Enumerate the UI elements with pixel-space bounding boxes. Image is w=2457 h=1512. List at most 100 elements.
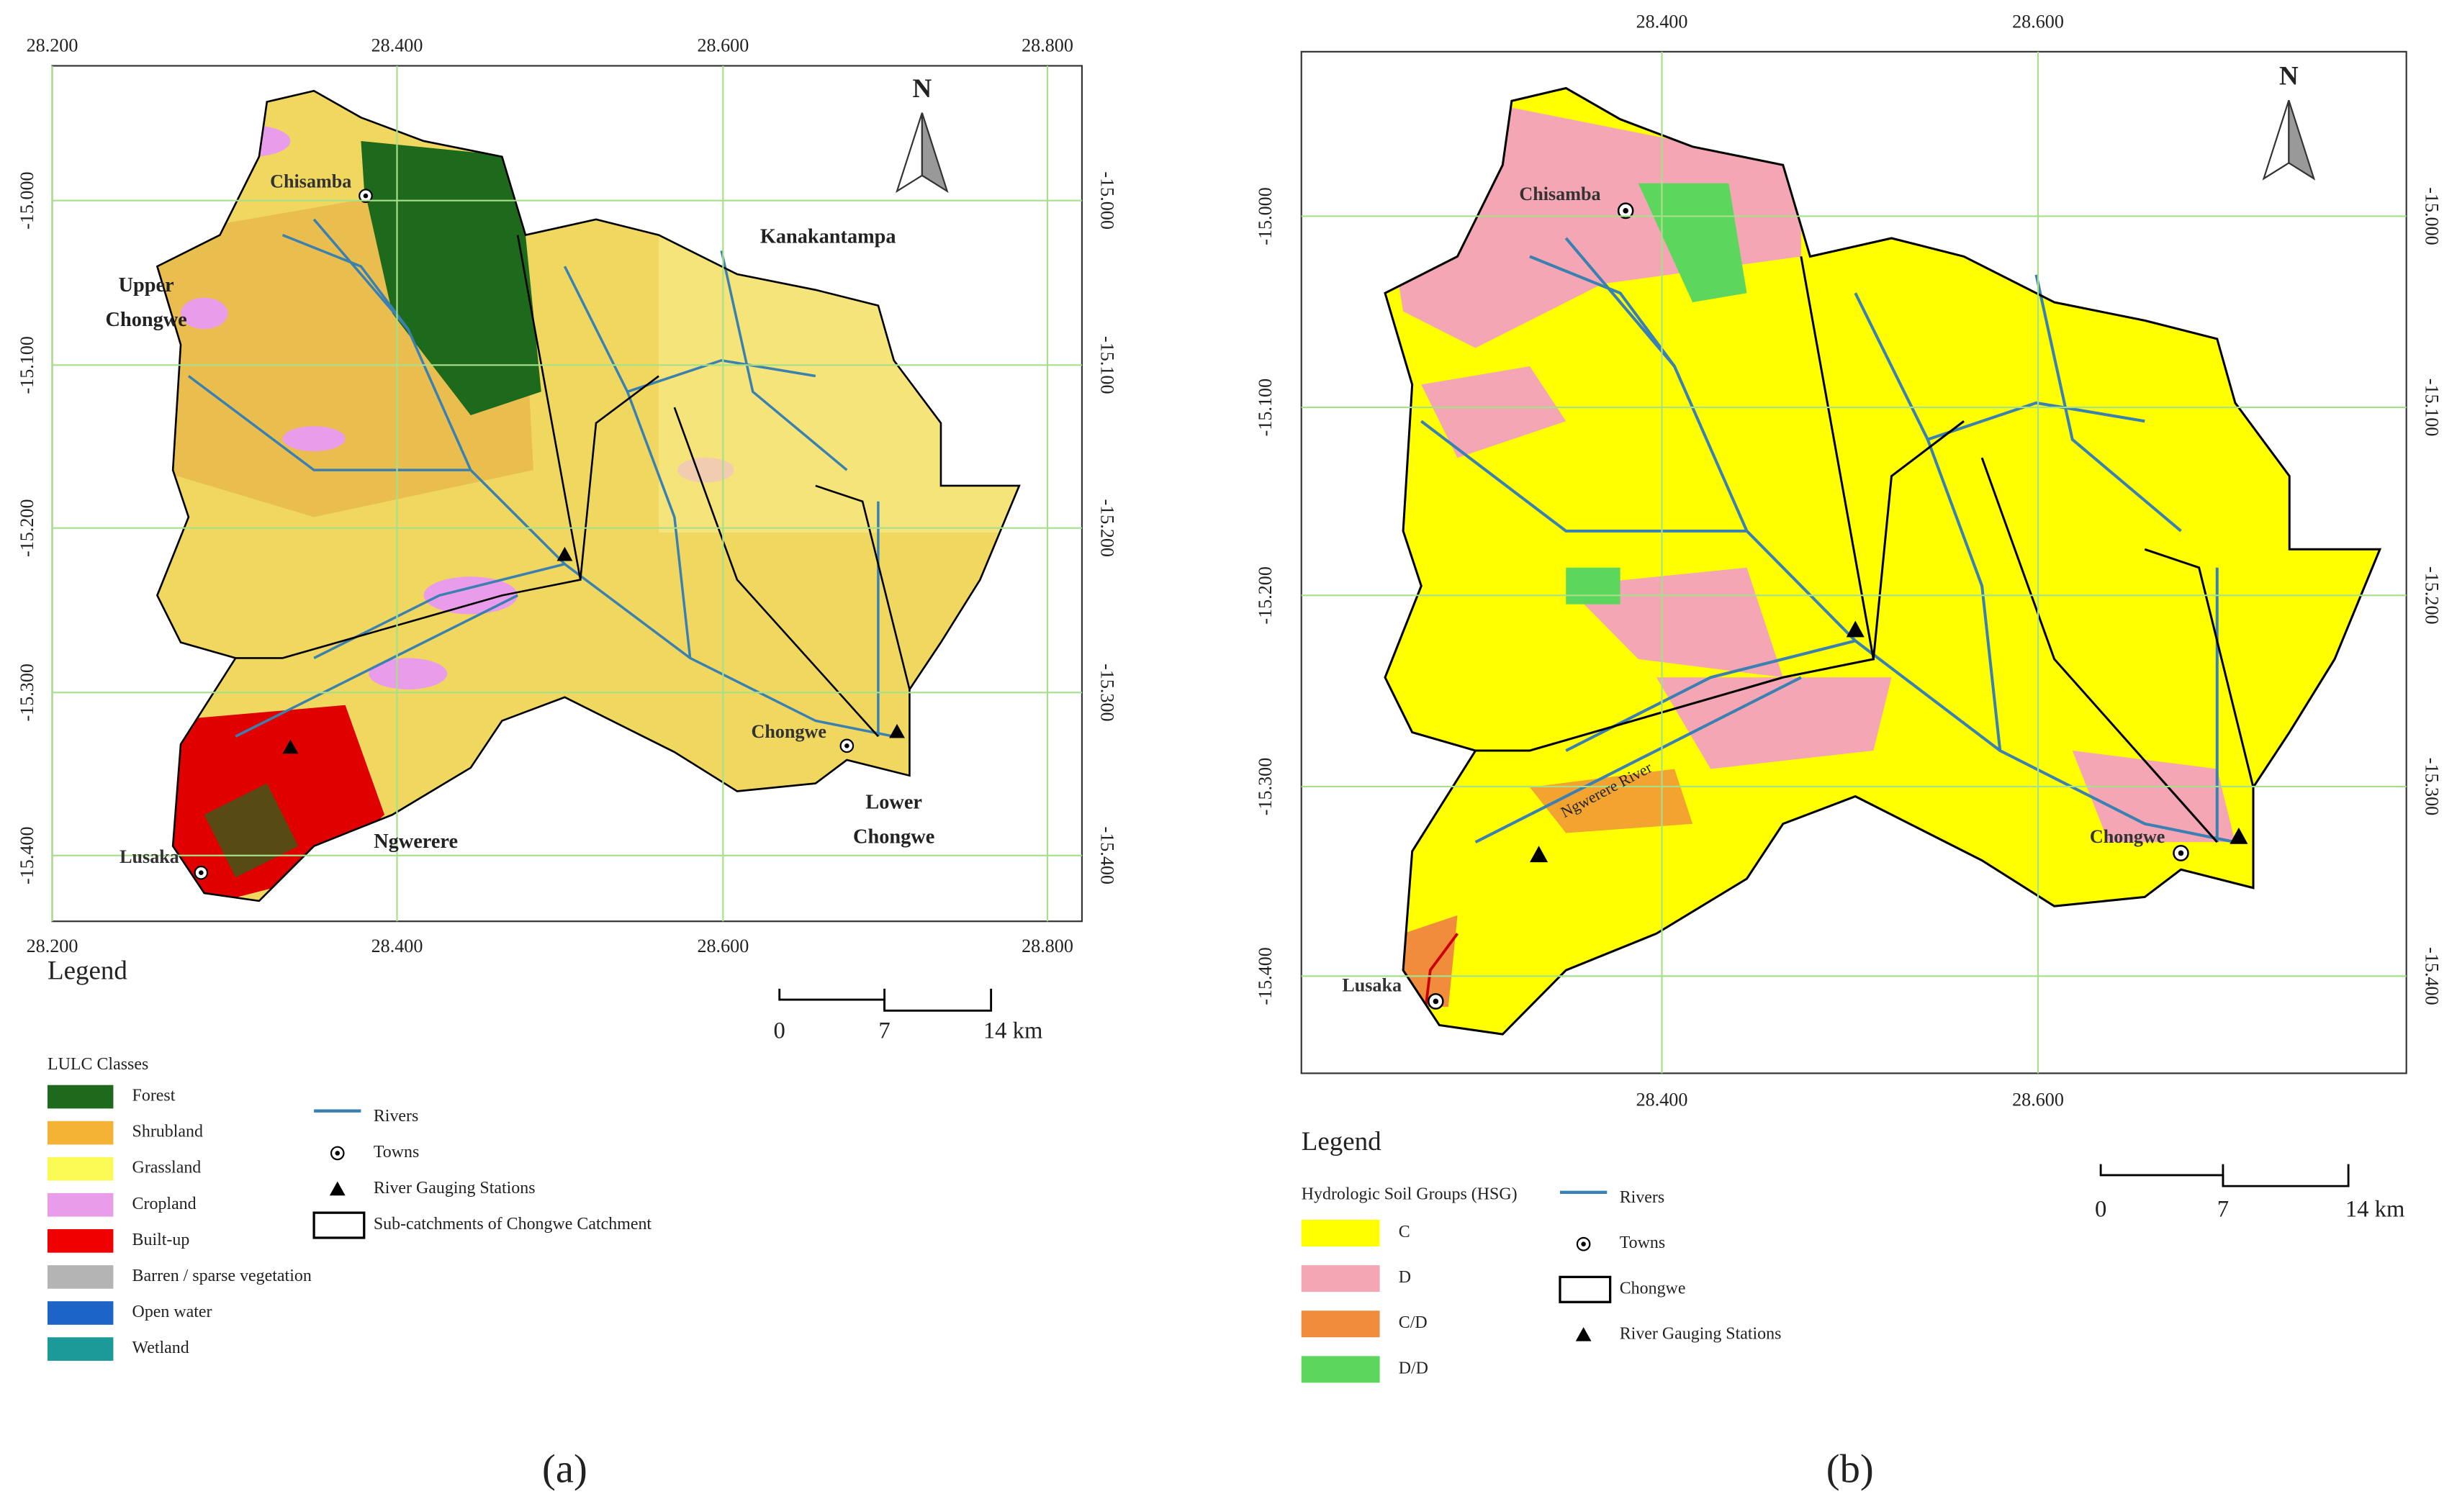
lat-tick-label: -15.400	[2421, 947, 2442, 1005]
place-label: Ngwerere	[374, 830, 458, 853]
north-arrow	[2262, 100, 2290, 181]
legend-label: River Gauging Stations	[374, 1179, 536, 1198]
north-arrow	[921, 112, 949, 194]
north-arrow	[2288, 100, 2316, 181]
legend-subtitle: LULC Classes	[48, 1055, 148, 1074]
place-label: Lusaka	[1342, 975, 1402, 996]
legend-label: Chongwe	[1620, 1279, 1686, 1298]
place-label: Chongwe	[2090, 826, 2165, 847]
lat-tick-label: -15.200	[1255, 566, 1276, 625]
legend-swatch	[47, 1156, 114, 1181]
legend-label: Built-up	[132, 1231, 190, 1249]
place-label: Chongwe	[106, 309, 187, 331]
legend-swatch	[47, 1301, 114, 1325]
place-label: Lower	[865, 791, 922, 813]
legend-symbol	[1559, 1275, 1612, 1303]
lat-tick-label: -15.200	[1097, 499, 1118, 557]
legend-label: D	[1399, 1268, 1411, 1287]
scale-label: 0	[774, 1018, 785, 1044]
legend-label: Cropland	[132, 1195, 197, 1213]
legend-subtitle: Hydrologic Soil Groups (HSG)	[1302, 1185, 1518, 1204]
lat-tick-label: -15.400	[17, 827, 37, 885]
lat-tick-label: -15.000	[1255, 187, 1276, 245]
lat-tick-label: -15.300	[1097, 664, 1118, 722]
legend-label: Barren / sparse vegetation	[132, 1267, 312, 1285]
scale-label: 7	[878, 1018, 890, 1044]
legend-label: C/D	[1399, 1313, 1428, 1332]
legend-title: Legend	[1302, 1127, 1381, 1156]
legend-symbol	[312, 1211, 366, 1239]
lon-tick-label: 28.400	[1636, 1090, 1688, 1110]
legend-swatch	[47, 1337, 114, 1361]
scale-label: 14 km	[983, 1018, 1043, 1044]
lat-tick-label: -15.300	[17, 664, 37, 722]
place-label: Upper	[119, 274, 174, 296]
north-label: N	[2279, 61, 2299, 91]
legend-title: Legend	[48, 956, 127, 986]
legend-label: C	[1399, 1223, 1410, 1241]
legend-swatch	[47, 1085, 114, 1109]
lat-tick-label: -15.000	[2421, 187, 2442, 245]
lon-tick-label: 28.200	[27, 35, 78, 55]
lon-tick-label: 28.600	[697, 35, 749, 55]
legend-label: Open water	[132, 1303, 212, 1321]
legend-swatch	[47, 1121, 114, 1145]
legend-symbol	[335, 1151, 341, 1156]
lat-tick-label: -15.000	[17, 171, 37, 229]
lat-tick-label: -15.300	[1255, 758, 1276, 816]
legend-swatch	[1301, 1219, 1380, 1246]
legend-label: Towns	[1620, 1233, 1666, 1252]
legend-label: D/D	[1399, 1359, 1428, 1377]
legend-swatch	[47, 1229, 114, 1253]
lat-tick-label: -15.200	[17, 499, 37, 557]
north-label: N	[912, 74, 932, 104]
legend-label: Rivers	[1620, 1188, 1665, 1207]
lat-tick-label: -15.100	[2421, 379, 2442, 437]
legend-label: Wetland	[132, 1339, 189, 1357]
panel: 28.200 28.200 28.400 28.400 28.600 28.600 28.8…	[17, 35, 1118, 1491]
lon-tick-label: 28.400	[371, 35, 423, 55]
scale-bar	[2099, 1164, 2350, 1187]
map-a	[1, 0, 1098, 940]
lat-tick-label: -15.400	[1255, 947, 1276, 1005]
panel-label: (b)	[1826, 1447, 1874, 1492]
lat-tick-label: -15.100	[17, 336, 37, 394]
legend-swatch	[1301, 1265, 1380, 1293]
north-arrow	[896, 112, 923, 194]
place-label: Chongwe	[853, 825, 934, 848]
legend-symbol	[1581, 1241, 1586, 1246]
place-label: Chisamba	[1519, 184, 1600, 204]
map-frame	[1300, 50, 2407, 1074]
lon-tick-label: 28.200	[27, 936, 78, 956]
lat-tick-label: -15.100	[1097, 336, 1118, 394]
legend-label: Shrubland	[132, 1123, 203, 1141]
legend-label: River Gauging Stations	[1620, 1324, 1782, 1343]
legend-label: Towns	[374, 1143, 420, 1162]
legend-label: Sub-catchments of Chongwe Catchment	[374, 1215, 652, 1233]
legend-symbol	[329, 1181, 346, 1196]
legend-swatch	[47, 1192, 114, 1217]
panel-label: (a)	[542, 1447, 587, 1492]
lat-tick-label: -15.100	[1255, 379, 1276, 437]
lat-tick-label: -15.300	[2421, 758, 2442, 816]
legend-label: Forest	[132, 1087, 176, 1105]
lat-tick-label: -15.000	[1097, 171, 1118, 230]
legend-swatch	[1301, 1356, 1380, 1383]
lon-tick-label: 28.600	[2012, 12, 2064, 32]
legend-label: Grassland	[132, 1159, 202, 1177]
lon-tick-label: 28.400	[1636, 12, 1688, 32]
legend-swatch	[47, 1265, 114, 1289]
scale-label: 7	[2217, 1196, 2229, 1222]
lon-tick-label: 28.600	[2012, 1090, 2064, 1110]
lon-tick-label: 28.600	[697, 936, 749, 956]
lon-tick-label: 28.800	[1022, 936, 1073, 956]
legend-label: Rivers	[374, 1107, 419, 1126]
lat-tick-label: -15.200	[2421, 566, 2442, 625]
lon-tick-label: 28.800	[1022, 35, 1073, 55]
scale-label: 14 km	[2345, 1196, 2405, 1222]
lat-tick-label: -15.400	[1097, 827, 1118, 885]
legend-swatch	[1301, 1310, 1380, 1338]
place-label: Kanakantampa	[760, 225, 896, 248]
place-label: Lusaka	[120, 846, 179, 867]
